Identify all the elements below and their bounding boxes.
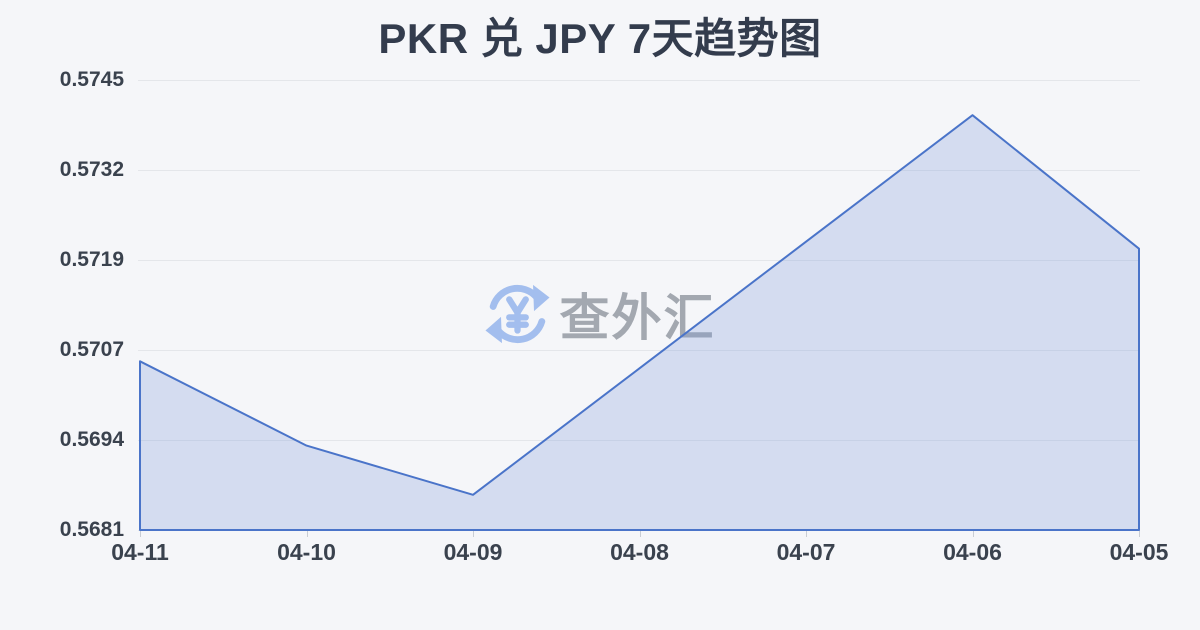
y-tick-label: 0.5732 <box>59 158 124 181</box>
y-tick-label: 0.5719 <box>59 248 124 271</box>
y-tick-label: 0.5707 <box>59 338 124 361</box>
y-gridline <box>138 79 1140 81</box>
y-gridline <box>138 169 1140 171</box>
y-tick-label: 0.5694 <box>59 428 124 451</box>
x-tick-label: 04-05 <box>1109 539 1169 565</box>
x-tick-mark <box>140 530 141 537</box>
x-tick-label: 04-11 <box>111 539 169 565</box>
chart-title: PKR 兑 JPY 7天趋势图 <box>378 15 822 62</box>
x-tick-label: 04-10 <box>277 539 336 565</box>
x-tick-label: 04-07 <box>776 539 836 565</box>
trend-line <box>139 114 1140 531</box>
y-tick-label: 0.5745 <box>59 68 124 91</box>
x-tick-mark <box>972 530 974 537</box>
x-tick-mark <box>306 530 308 537</box>
x-tick-label: 04-06 <box>943 539 1002 565</box>
y-tick-label: 0.5681 <box>59 518 124 541</box>
x-tick-label: 04-09 <box>443 539 503 565</box>
y-gridline <box>138 439 1140 441</box>
y-gridline <box>138 349 1140 351</box>
x-tick-mark <box>639 530 641 537</box>
trend-area-chart <box>139 114 1140 531</box>
x-tick-mark <box>806 530 807 537</box>
x-tick-mark <box>473 530 474 537</box>
x-tick-mark <box>1139 530 1140 537</box>
y-gridline <box>138 259 1140 261</box>
x-tick-label: 04-08 <box>610 539 669 565</box>
